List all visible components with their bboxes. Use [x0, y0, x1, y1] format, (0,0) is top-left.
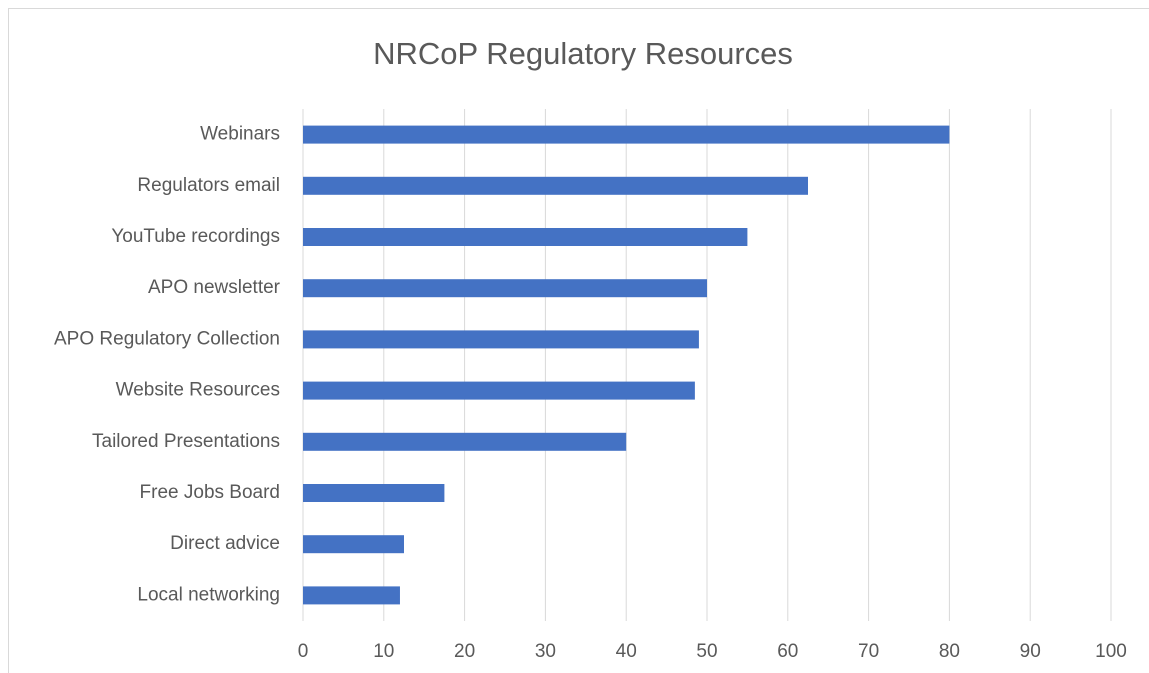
- y-tick-label: APO Regulatory Collection: [54, 328, 280, 349]
- y-tick-label: Tailored Presentations: [92, 431, 280, 452]
- bar: [303, 381, 695, 400]
- x-tick-label: 90: [1020, 641, 1041, 662]
- bar: [303, 125, 950, 144]
- x-tick-label: 30: [535, 641, 556, 662]
- y-tick-label: Local networking: [137, 584, 280, 605]
- x-tick-label: 100: [1095, 641, 1127, 662]
- y-tick-label: Direct advice: [170, 533, 280, 554]
- bar: [303, 330, 699, 349]
- x-tick-label: 0: [298, 641, 309, 662]
- x-tick-label: 80: [939, 641, 960, 662]
- x-tick-label: 70: [858, 641, 879, 662]
- y-tick-label: Webinars: [200, 124, 280, 145]
- bar: [303, 586, 400, 605]
- x-tick-label: 60: [777, 641, 798, 662]
- bar: [303, 279, 707, 298]
- y-tick-label: Free Jobs Board: [140, 482, 280, 503]
- y-tick-label: YouTube recordings: [111, 226, 280, 247]
- x-tick-label: 20: [454, 641, 475, 662]
- bar: [303, 176, 808, 195]
- y-tick-label: Website Resources: [116, 380, 280, 401]
- x-tick-label: 50: [696, 641, 717, 662]
- bar: [303, 535, 404, 554]
- bar: [303, 432, 627, 451]
- bar: [303, 484, 445, 502]
- chart-title: NRCoP Regulatory Resources: [373, 36, 793, 71]
- bar: [303, 228, 748, 246]
- y-tick-label: APO newsletter: [148, 277, 281, 298]
- x-tick-label: 10: [373, 641, 394, 662]
- x-tick-label: 40: [616, 641, 637, 662]
- y-tick-label: Regulators email: [137, 175, 280, 196]
